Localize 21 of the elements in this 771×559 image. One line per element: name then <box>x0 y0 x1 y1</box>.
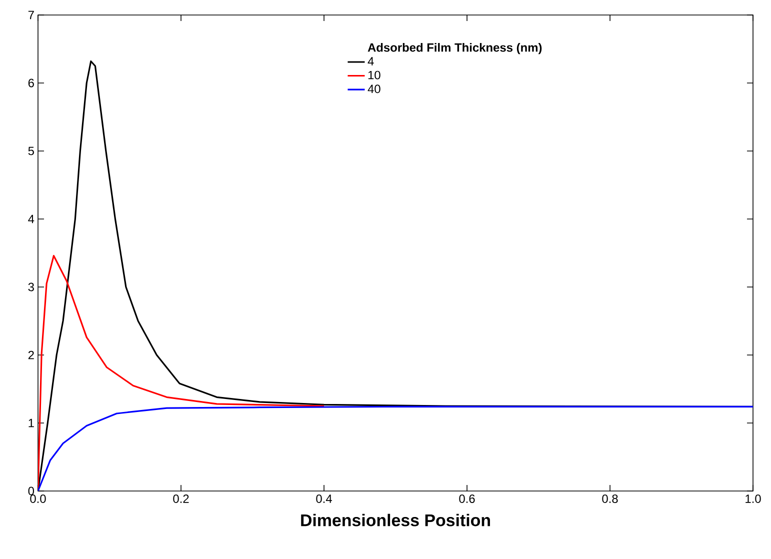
y-tick-label: 1 <box>28 418 34 428</box>
legend-label: 40 <box>368 84 380 94</box>
x-tick-label: 0.2 <box>173 494 189 503</box>
line-series <box>38 406 754 491</box>
x-axis-title: Dimensionless Position <box>301 514 490 526</box>
y-tick-label: 4 <box>28 214 34 224</box>
y-tick-label: 6 <box>28 78 34 88</box>
y-tick-label: 0 <box>28 486 34 496</box>
legend-title: Adsorbed Film Thickness (nm) <box>368 42 542 54</box>
x-tick-label: 0.8 <box>602 494 618 503</box>
line-series <box>38 254 325 491</box>
legend-label: 10 <box>368 70 380 80</box>
legend-label: 4 <box>368 57 374 66</box>
x-tick-label: 0.4 <box>316 494 332 503</box>
x-tick-label: 1.0 <box>746 494 761 503</box>
y-tick-label: 5 <box>28 146 34 156</box>
y-tick-label: 3 <box>28 282 34 292</box>
x-tick-label: 0.0 <box>30 494 46 503</box>
y-tick-label: 2 <box>28 350 34 360</box>
y-tick-label: 7 <box>28 10 34 20</box>
x-tick-label: 0.6 <box>459 494 475 503</box>
